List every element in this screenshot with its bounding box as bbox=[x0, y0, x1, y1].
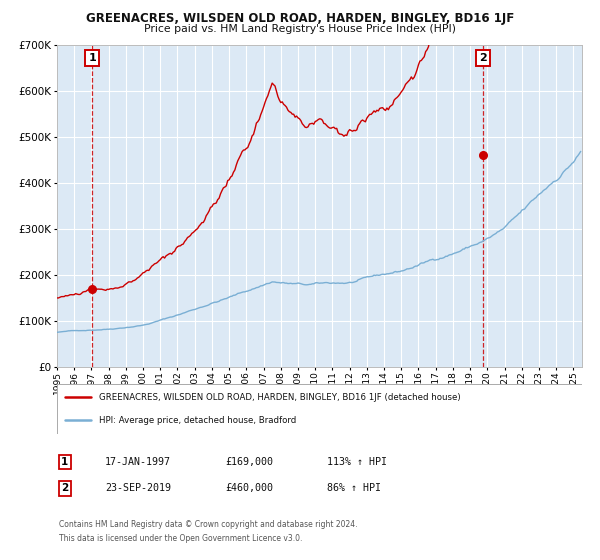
Text: 1: 1 bbox=[61, 457, 68, 467]
Text: Contains HM Land Registry data © Crown copyright and database right 2024.: Contains HM Land Registry data © Crown c… bbox=[59, 520, 358, 529]
Text: 86% ↑ HPI: 86% ↑ HPI bbox=[327, 483, 381, 493]
Text: 2: 2 bbox=[61, 483, 68, 493]
FancyBboxPatch shape bbox=[57, 384, 582, 434]
Text: 113% ↑ HPI: 113% ↑ HPI bbox=[327, 457, 387, 467]
Text: 17-JAN-1997: 17-JAN-1997 bbox=[105, 457, 171, 467]
Text: £460,000: £460,000 bbox=[225, 483, 273, 493]
Text: 23-SEP-2019: 23-SEP-2019 bbox=[105, 483, 171, 493]
Text: Price paid vs. HM Land Registry's House Price Index (HPI): Price paid vs. HM Land Registry's House … bbox=[144, 24, 456, 34]
Text: 1: 1 bbox=[88, 53, 96, 63]
Text: 2: 2 bbox=[479, 53, 487, 63]
Text: This data is licensed under the Open Government Licence v3.0.: This data is licensed under the Open Gov… bbox=[59, 534, 302, 543]
Text: GREENACRES, WILSDEN OLD ROAD, HARDEN, BINGLEY, BD16 1JF (detached house): GREENACRES, WILSDEN OLD ROAD, HARDEN, BI… bbox=[99, 393, 461, 402]
Text: HPI: Average price, detached house, Bradford: HPI: Average price, detached house, Brad… bbox=[99, 416, 296, 425]
Text: £169,000: £169,000 bbox=[225, 457, 273, 467]
Text: GREENACRES, WILSDEN OLD ROAD, HARDEN, BINGLEY, BD16 1JF: GREENACRES, WILSDEN OLD ROAD, HARDEN, BI… bbox=[86, 12, 514, 25]
